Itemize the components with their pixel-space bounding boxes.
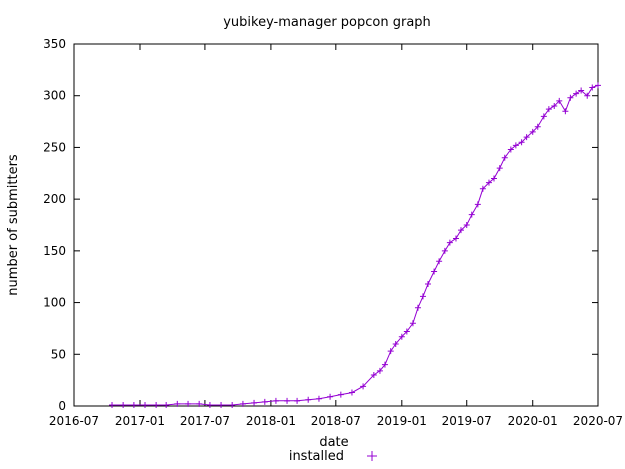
data-point: [474, 201, 481, 208]
data-point: [409, 320, 416, 327]
data-point: [551, 103, 558, 110]
data-point: [130, 401, 137, 408]
data-point: [540, 113, 547, 120]
data-point: [573, 90, 580, 97]
data-point: [479, 185, 486, 192]
data-point: [490, 175, 497, 182]
data-point: [578, 87, 585, 94]
y-tick-label: 150: [43, 244, 66, 258]
data-point: [446, 239, 453, 246]
data-point: [589, 84, 596, 91]
data-point: [272, 397, 279, 404]
data-point: [512, 142, 519, 149]
y-tick-label: 250: [43, 140, 66, 154]
series-line-installed: [112, 84, 599, 406]
x-tick-label: 2017-07: [180, 414, 230, 428]
data-point: [174, 400, 181, 407]
data-point: [360, 383, 367, 390]
x-tick-label: 2019-07: [442, 414, 492, 428]
data-point: [229, 401, 236, 408]
data-point: [414, 304, 421, 311]
data-point: [153, 401, 160, 408]
x-tick-label: 2016-07: [49, 414, 99, 428]
data-point: [337, 391, 344, 398]
data-point: [567, 94, 574, 101]
data-point: [441, 247, 448, 254]
data-point: [305, 396, 312, 403]
x-tick-label: 2020-07: [573, 414, 623, 428]
x-tick-label: 2017-01: [115, 414, 165, 428]
data-point: [381, 361, 388, 368]
data-point: [294, 397, 301, 404]
data-point: [595, 82, 601, 89]
x-tick-label: 2018-07: [311, 414, 361, 428]
data-point: [261, 398, 268, 405]
data-point: [206, 401, 213, 408]
x-tick-label: 2020-01: [508, 414, 558, 428]
data-point: [463, 222, 470, 228]
chart-title: yubikey-manager popcon graph: [223, 15, 431, 30]
y-tick-label: 200: [43, 192, 66, 206]
data-point: [518, 139, 525, 146]
data-point: [562, 108, 569, 115]
data-point: [327, 393, 334, 400]
data-point: [485, 179, 492, 186]
data-point: [218, 401, 225, 408]
data-point: [584, 92, 591, 99]
x-tick-label: 2018-01: [246, 414, 296, 428]
data-point: [387, 348, 394, 355]
data-point: [196, 400, 203, 407]
data-point: [239, 400, 246, 407]
legend: installed: [289, 449, 377, 464]
data-point: [392, 340, 399, 347]
data-point: [545, 106, 552, 113]
y-tick-label: 350: [43, 37, 66, 51]
data-point: [419, 293, 426, 300]
data-point: [424, 280, 431, 287]
data-point: [431, 268, 438, 275]
series-layer: [109, 82, 601, 408]
y-tick-label: 100: [43, 296, 66, 310]
data-point: [403, 328, 410, 335]
data-point: [348, 389, 355, 396]
data-point: [376, 367, 383, 374]
x-tick-label: 2019-01: [377, 414, 427, 428]
data-point: [436, 258, 443, 265]
legend-marker-cross: [367, 451, 377, 461]
data-point: [284, 397, 291, 404]
data-point: [496, 165, 503, 172]
data-point: [529, 128, 536, 135]
data-point: [163, 401, 170, 408]
legend-marker-installed: [367, 451, 377, 461]
data-point: [370, 371, 377, 378]
data-point: [109, 401, 116, 408]
data-point: [315, 395, 322, 402]
data-point: [534, 123, 541, 130]
data-point: [523, 134, 530, 141]
data-point: [556, 97, 563, 104]
x-axis-label: date: [319, 435, 348, 450]
data-point: [507, 146, 514, 153]
data-point: [185, 400, 192, 407]
y-axis-label: number of submitters: [6, 154, 21, 296]
data-point: [501, 154, 508, 161]
legend-label-installed: installed: [289, 449, 344, 464]
plot-frame: [73, 43, 599, 407]
x-axis: 2016-07 2017-01 2017-07 2018-01 2018-07 2019-…: [49, 44, 623, 428]
y-tick-label: 50: [51, 347, 66, 361]
data-point: [398, 333, 405, 340]
data-point: [457, 227, 464, 234]
data-point: [251, 399, 258, 406]
y-tick-label: 0: [58, 399, 66, 413]
data-point: [120, 401, 127, 408]
data-point: [142, 401, 149, 408]
y-axis: 0 50 100 150 200 250 300 350: [43, 37, 598, 413]
y-tick-label: 300: [43, 89, 66, 103]
data-point: [452, 235, 459, 242]
data-point: [468, 211, 475, 218]
